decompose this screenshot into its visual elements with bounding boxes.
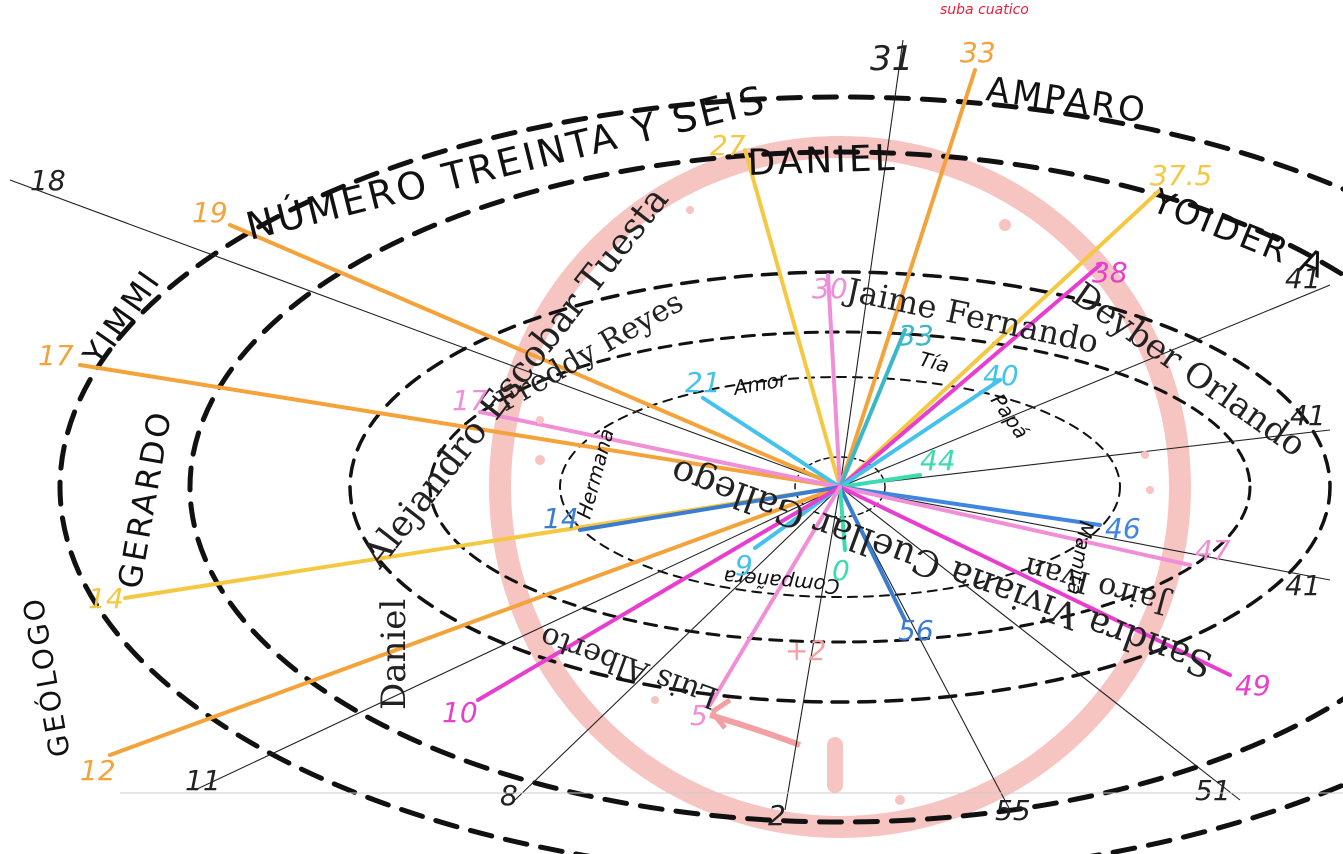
age-41: 41 bbox=[1285, 569, 1321, 602]
ray-47 bbox=[838, 485, 1192, 567]
dashed-ellipses bbox=[57, 94, 1343, 854]
age-44: 44 bbox=[920, 444, 956, 477]
age-41b: 41 bbox=[1290, 399, 1326, 432]
ray-21 bbox=[701, 396, 842, 489]
ray-49 bbox=[838, 485, 1232, 677]
age-18: 18 bbox=[30, 164, 66, 197]
age-33-inner: 33 bbox=[898, 319, 934, 352]
name-yimmi: YIMMI bbox=[75, 262, 169, 374]
age-11: 11 bbox=[185, 764, 221, 797]
age-47: 47 bbox=[1195, 534, 1231, 567]
age-19: 19 bbox=[192, 196, 228, 229]
ray-44 bbox=[838, 473, 922, 489]
age-17-in: 17 bbox=[452, 384, 488, 417]
ray-5 bbox=[708, 485, 842, 707]
ray-10 bbox=[476, 485, 842, 702]
ray-27 bbox=[743, 148, 842, 489]
age-31: 31 bbox=[870, 39, 913, 79]
age-27: 27 bbox=[710, 129, 746, 162]
age-14-left: 14 bbox=[88, 582, 124, 615]
name-jaime: Jaime Fernando bbox=[840, 270, 1102, 361]
name-daniel: Daniel bbox=[374, 599, 414, 710]
ray-14-in bbox=[578, 485, 842, 532]
ray-33-top bbox=[838, 68, 977, 489]
age-14-in: 14 bbox=[543, 502, 579, 535]
age-17-left: 17 bbox=[38, 339, 74, 372]
word-amor: Amor bbox=[730, 367, 791, 401]
age-12: 12 bbox=[80, 754, 116, 787]
ray-37-5 bbox=[838, 188, 1162, 489]
age-33-top: 33 bbox=[960, 36, 996, 69]
age-labels: 33 31 27 37.5 19 18 38 30 33 40 41 17 17… bbox=[30, 36, 1326, 832]
word-papa: Papá bbox=[986, 389, 1034, 443]
pink-dots bbox=[535, 206, 1154, 805]
age-46: 46 bbox=[1105, 512, 1141, 545]
age-55: 55 bbox=[995, 794, 1031, 827]
age-49: 49 bbox=[1235, 669, 1271, 702]
age-0: 0 bbox=[832, 554, 850, 587]
ray-56 bbox=[838, 485, 907, 622]
ray-40 bbox=[838, 378, 1002, 489]
age-10: 10 bbox=[442, 696, 478, 729]
ray-46 bbox=[838, 485, 1102, 527]
age-2: 2 bbox=[768, 799, 786, 832]
age-30: 30 bbox=[812, 272, 848, 305]
age-plus2: +2 bbox=[785, 634, 826, 667]
age-38: 38 bbox=[1092, 256, 1128, 289]
age-9: 9 bbox=[735, 549, 753, 582]
ray-17-in bbox=[478, 410, 842, 489]
ray-33-inner bbox=[838, 328, 907, 489]
age-37-5: 37.5 bbox=[1150, 159, 1212, 192]
ray-12 bbox=[108, 485, 842, 757]
name-gerardo: GERARDO bbox=[110, 407, 179, 592]
age-8: 8 bbox=[500, 779, 518, 812]
word-hermana: Hermana bbox=[572, 426, 619, 521]
age-5: 5 bbox=[690, 699, 708, 732]
ray-30 bbox=[826, 273, 842, 489]
age-51: 51 bbox=[1195, 774, 1231, 807]
ray-38 bbox=[838, 263, 1102, 489]
age-41-right: 41 bbox=[1285, 262, 1321, 295]
top-note: suba cuatico bbox=[940, 2, 1029, 18]
age-rays bbox=[78, 68, 1232, 757]
pink-ring bbox=[489, 136, 1191, 838]
name-deyber: Deyber Orlando bbox=[1065, 275, 1313, 465]
ray-0 bbox=[838, 485, 847, 552]
name-daniel-caps: DANIEL bbox=[747, 138, 898, 184]
name-amparo: AMPARO bbox=[984, 69, 1151, 131]
age-40: 40 bbox=[983, 359, 1019, 392]
ray-17-left bbox=[78, 363, 842, 489]
name-geologo: GEÓLOGO bbox=[15, 593, 77, 759]
ray-19 bbox=[228, 223, 842, 489]
age-21: 21 bbox=[685, 366, 721, 399]
age-56: 56 bbox=[898, 614, 934, 647]
